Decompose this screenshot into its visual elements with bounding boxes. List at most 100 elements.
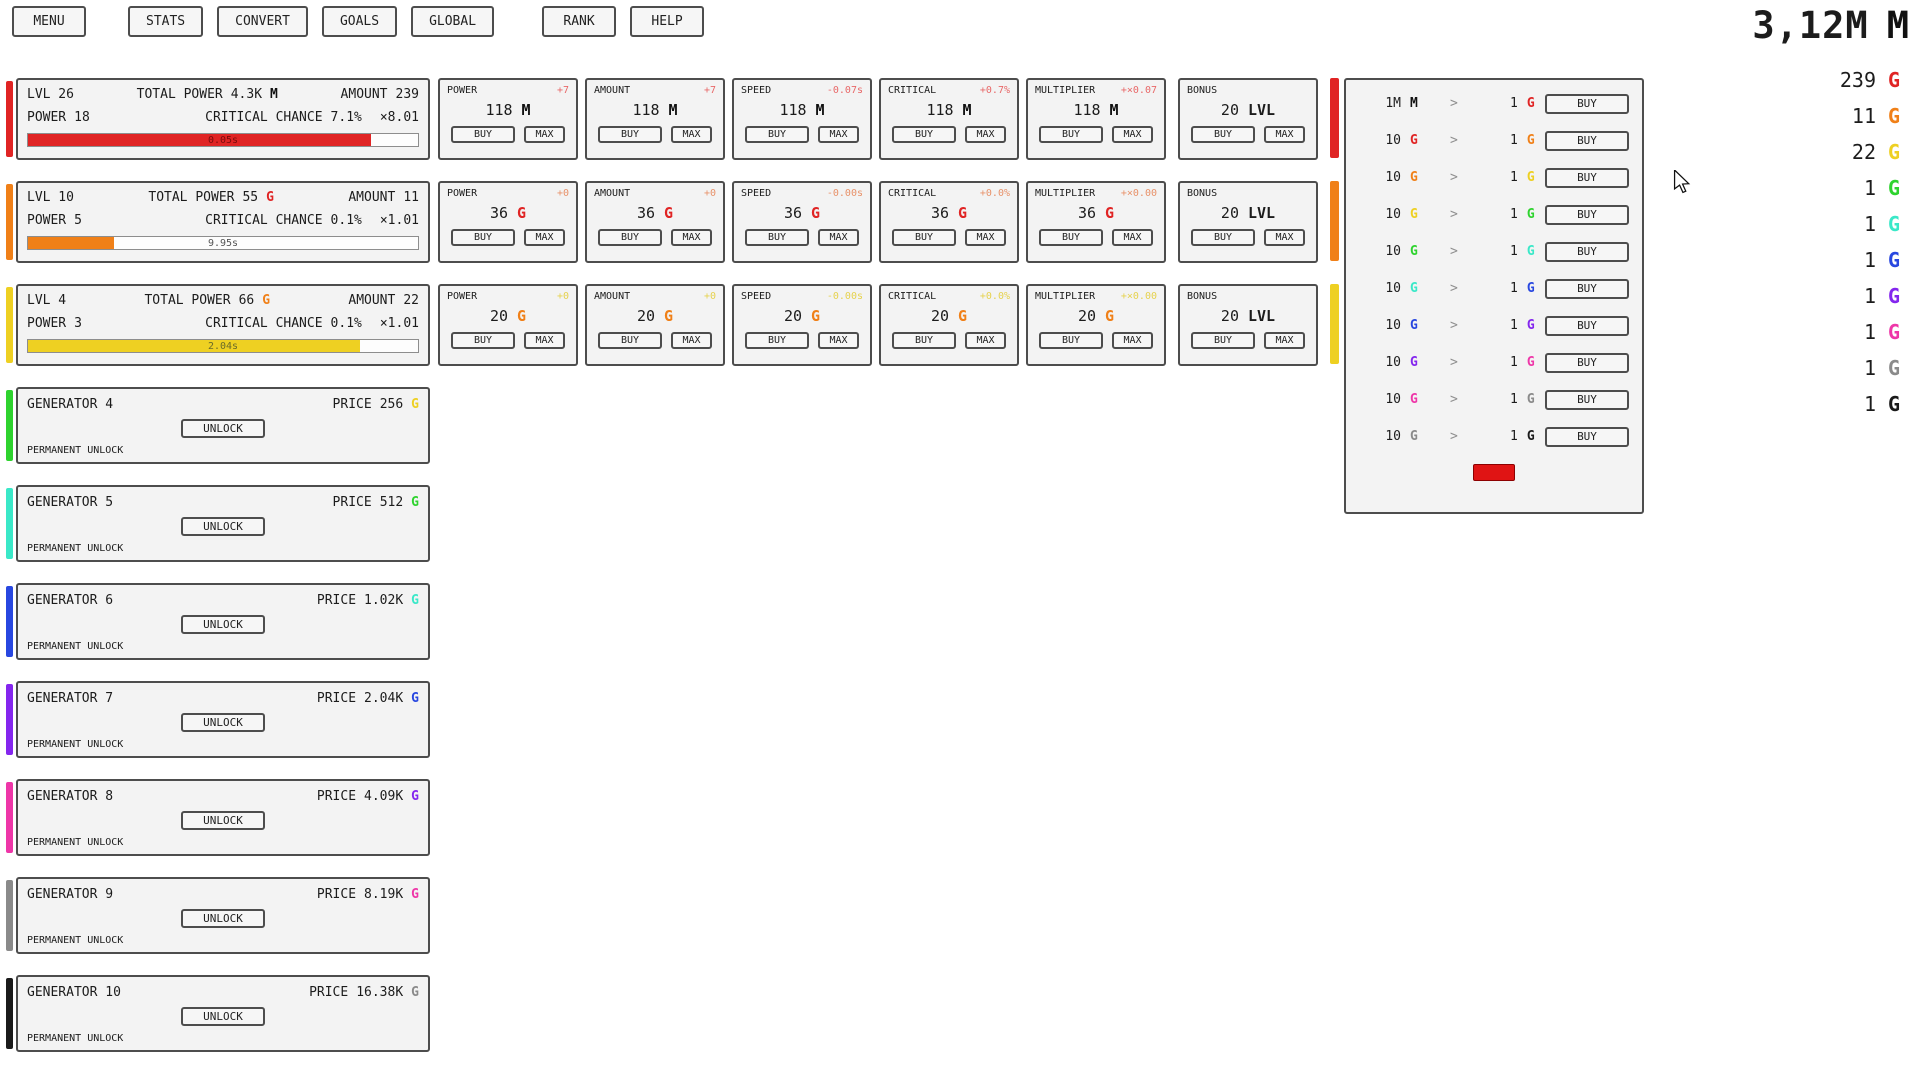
upgrade-cost: 36: [930, 204, 950, 222]
generator-card-unlocked[interactable]: LVL 10 TOTAL POWER 55 G AMOUNT 11 POWER …: [6, 181, 430, 263]
currency-row: 22 G: [1840, 134, 1910, 170]
max-button[interactable]: MAX: [671, 332, 712, 349]
max-button[interactable]: MAX: [524, 229, 565, 246]
convert-to-amount: 1: [1510, 392, 1518, 407]
price-value: 4.09K: [364, 789, 404, 804]
upgrade-cost: 20: [489, 307, 509, 325]
buy-button[interactable]: BUY: [1545, 278, 1629, 299]
buy-button[interactable]: BUY: [1545, 241, 1629, 262]
max-button[interactable]: MAX: [1264, 126, 1305, 143]
unlock-button[interactable]: UNLOCK: [181, 419, 265, 438]
max-button[interactable]: MAX: [1112, 229, 1153, 246]
buy-button[interactable]: BUY: [451, 229, 515, 246]
unlock-button[interactable]: UNLOCK: [181, 1007, 265, 1026]
max-button[interactable]: MAX: [965, 229, 1006, 246]
menu-button[interactable]: MENU: [12, 6, 86, 37]
currency-symbol: G: [664, 204, 674, 222]
buy-button[interactable]: BUY: [1545, 130, 1629, 151]
conversion-row: 10 G > 1 G BUY: [1346, 233, 1642, 270]
buy-button[interactable]: BUY: [598, 126, 662, 143]
conversion-row: 10 G > 1 G BUY: [1346, 418, 1642, 455]
convert-button[interactable]: CONVERT: [217, 6, 308, 37]
buy-button[interactable]: BUY: [745, 126, 809, 143]
help-button[interactable]: HELP: [630, 6, 705, 37]
upgrade-panel-critical: CRITICAL +0.0% 36 G BUY MAX: [879, 181, 1019, 263]
max-button[interactable]: MAX: [818, 126, 859, 143]
stats-button[interactable]: STATS: [128, 6, 204, 37]
max-button[interactable]: MAX: [818, 229, 859, 246]
max-button[interactable]: MAX: [671, 126, 712, 143]
max-button[interactable]: MAX: [524, 332, 565, 349]
max-button[interactable]: MAX: [1264, 332, 1305, 349]
unlock-button[interactable]: UNLOCK: [181, 615, 265, 634]
price-value: 2.04K: [364, 691, 404, 706]
goals-button[interactable]: GOALS: [321, 6, 398, 37]
buy-button[interactable]: BUY: [892, 332, 956, 349]
upgrade-delta: +0.7%: [979, 85, 1010, 96]
unlock-button[interactable]: UNLOCK: [181, 713, 265, 732]
buy-button[interactable]: BUY: [892, 126, 956, 143]
buy-button[interactable]: BUY: [1191, 332, 1255, 349]
convert-to-amount: 1: [1510, 133, 1518, 148]
buy-button[interactable]: BUY: [1545, 204, 1629, 225]
buy-button[interactable]: BUY: [1545, 93, 1629, 114]
max-button[interactable]: MAX: [1112, 332, 1153, 349]
max-button[interactable]: MAX: [671, 229, 712, 246]
buy-button[interactable]: BUY: [745, 229, 809, 246]
conversion-row: 10 G > 1 G BUY: [1346, 307, 1642, 344]
conversion-row: 10 G > 1 G BUY: [1346, 159, 1642, 196]
buy-button[interactable]: BUY: [598, 229, 662, 246]
generator-card-unlocked[interactable]: LVL 26 TOTAL POWER 4.3K M AMOUNT 239 POW…: [6, 78, 430, 160]
generator-card-unlocked[interactable]: LVL 4 TOTAL POWER 66 G AMOUNT 22 POWER 3: [6, 284, 430, 366]
currency-symbol: G: [811, 307, 821, 325]
convert-from-amount: 10: [1385, 133, 1401, 148]
currency-symbol: M: [1109, 101, 1119, 119]
currency-symbol: G: [1526, 281, 1535, 296]
buy-button[interactable]: BUY: [1545, 426, 1629, 447]
buy-button[interactable]: BUY: [1545, 389, 1629, 410]
convert-arrow-icon: >: [1450, 170, 1458, 185]
currency-symbol: G: [1410, 244, 1418, 259]
max-button[interactable]: MAX: [965, 332, 1006, 349]
unlock-button[interactable]: UNLOCK: [181, 811, 265, 830]
currency-symbol: G: [411, 789, 419, 804]
currency-symbol: G: [1410, 318, 1418, 333]
upgrade-label: MULTIPLIER: [1035, 85, 1096, 96]
max-button[interactable]: MAX: [1264, 229, 1305, 246]
buy-button[interactable]: BUY: [1191, 229, 1255, 246]
buy-button[interactable]: BUY: [1039, 332, 1103, 349]
convert-red-button[interactable]: [1473, 464, 1515, 481]
buy-button[interactable]: BUY: [1545, 315, 1629, 336]
buy-button[interactable]: BUY: [1191, 126, 1255, 143]
buy-button[interactable]: BUY: [1039, 126, 1103, 143]
buy-button[interactable]: BUY: [598, 332, 662, 349]
generator-color-stripe: [6, 880, 13, 951]
buy-button[interactable]: BUY: [1545, 352, 1629, 373]
currency-symbol: G: [1526, 429, 1535, 444]
max-button[interactable]: MAX: [1112, 126, 1153, 143]
max-button[interactable]: MAX: [965, 126, 1006, 143]
buy-button[interactable]: BUY: [892, 229, 956, 246]
unlock-button[interactable]: UNLOCK: [181, 517, 265, 536]
currency-symbol: G: [1526, 355, 1535, 370]
buy-button[interactable]: BUY: [745, 332, 809, 349]
currency-amount: 1: [1863, 320, 1876, 344]
generator-color-stripe: [6, 978, 13, 1049]
generator-price: PRICE 16.38K G: [309, 985, 419, 1000]
generator-amount: AMOUNT 22: [348, 293, 419, 308]
buy-button[interactable]: BUY: [1039, 229, 1103, 246]
buy-button[interactable]: BUY: [451, 332, 515, 349]
max-button[interactable]: MAX: [818, 332, 859, 349]
rank-button[interactable]: RANK: [542, 6, 617, 37]
upgrade-panel-speed: SPEED -0.00s 36 G BUY MAX: [732, 181, 872, 263]
buy-button[interactable]: BUY: [1545, 167, 1629, 188]
max-button[interactable]: MAX: [524, 126, 565, 143]
generator-progress-bar: 0.05s: [27, 133, 419, 147]
upgrade-panel-multiplier: MULTIPLIER +×0.00 36 G BUY MAX: [1026, 181, 1166, 263]
power-label: POWER: [27, 110, 67, 125]
permanent-unlock-label: PERMANENT UNLOCK: [27, 935, 124, 946]
main-currency-display: 3,12M M: [1752, 4, 1910, 47]
global-button[interactable]: GLOBAL: [411, 6, 495, 37]
buy-button[interactable]: BUY: [451, 126, 515, 143]
unlock-button[interactable]: UNLOCK: [181, 909, 265, 928]
